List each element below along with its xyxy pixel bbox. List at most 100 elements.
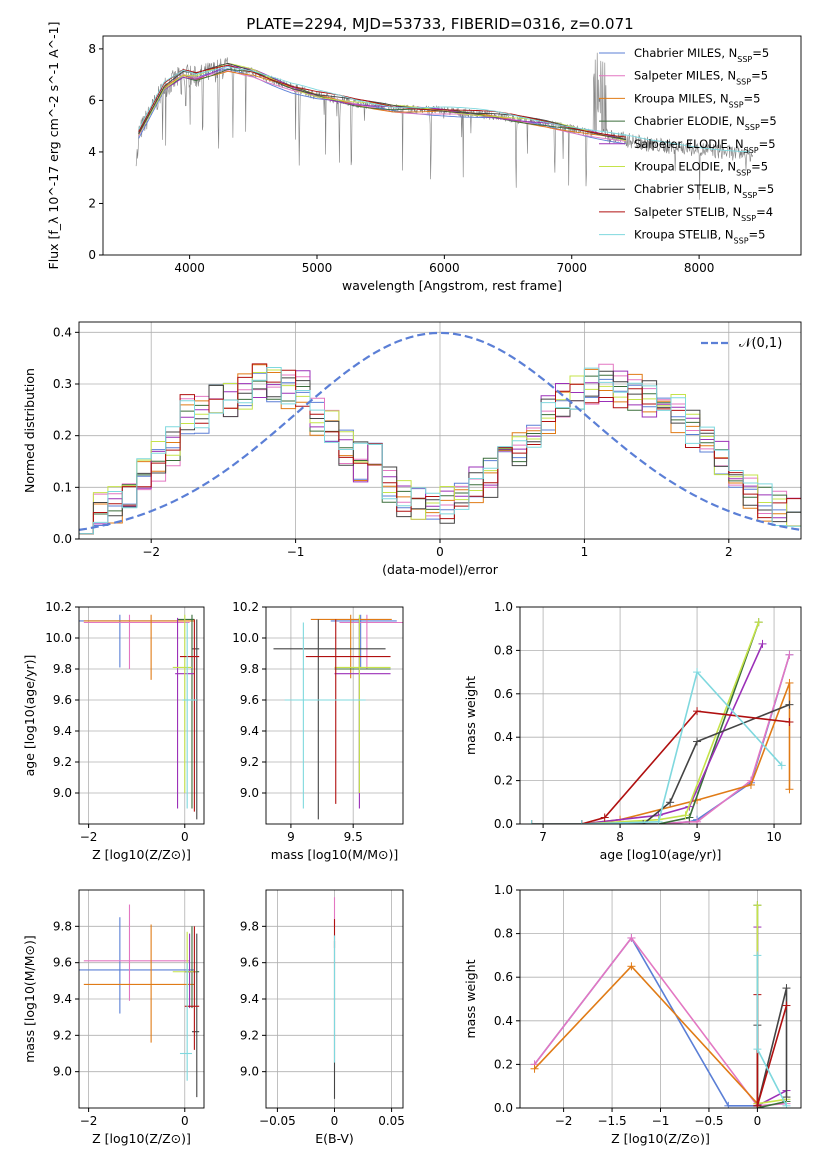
x-tick-label: 2 (725, 545, 733, 559)
errorbar-point-2 (83, 924, 195, 1043)
legend-label: Kroupa STELIB, NSSP=5 (634, 228, 765, 246)
plot-area (79, 614, 200, 820)
x-axis-label: age [log10(age/yr)] (600, 847, 722, 862)
axes-frame (78, 606, 205, 825)
chart-weight_vs_age: 7 8 9 10 0.0 0.2 0.4 0.6 0.8 1.0 age [log10(age/yr… (463, 600, 802, 862)
legend-sub: SSP (741, 213, 756, 222)
y-tick-label: 0.0 (494, 817, 513, 831)
y-tick-label: 9.8 (53, 662, 72, 676)
x-tick-label: −1 (652, 1114, 670, 1128)
legend-value: =5 (749, 228, 766, 242)
x-tick-label: 0.05 (378, 1114, 405, 1128)
x-tick-label: 0 (754, 1114, 762, 1128)
y-tick-label: 9.6 (240, 693, 259, 707)
x-tick-label: 0 (331, 1114, 339, 1128)
x-tick-label: 8 (616, 830, 624, 844)
model-spectrum-8 (138, 66, 751, 153)
y-tick-label: 0.2 (494, 774, 513, 788)
x-tick-label: 7000 (556, 261, 587, 275)
x-tick-label: −2 (142, 545, 160, 559)
legend-value: =4 (756, 205, 773, 219)
y-axis-label: Flux [f_λ 10^-17 erg cm^-2 s^-1 A^-1] (46, 22, 61, 270)
legend-label: Salpeter MILES, NSSP=5 (634, 69, 768, 87)
y-tick-label: 9.8 (240, 919, 259, 933)
y-axis-label: mass weight (463, 959, 478, 1038)
plot-area (527, 618, 794, 824)
y-tick-label: 10.2 (232, 600, 259, 614)
model-spectrum-7 (138, 64, 626, 138)
errorbar-point-8 (182, 622, 197, 809)
chart-age_vs_Z: −2 0 9.0 9.2 9.4 9.6 9.8 10.0 10.2 Z [log10(Z/Z⊙)… (22, 600, 205, 862)
x-tick-label: −2 (80, 830, 98, 844)
hist-step-8 (79, 367, 801, 535)
errorbar-point-6 (191, 933, 200, 1098)
y-tick-label: 9.8 (240, 662, 259, 676)
errorbar-point-2 (83, 614, 195, 680)
gaussian-curve (79, 331, 801, 531)
x-tick-label: 0 (181, 1114, 189, 1128)
x-tick-label: −0.05 (259, 1114, 296, 1128)
legend-label: 𝒩(0,1) (739, 336, 782, 351)
y-tick-label: 1.0 (494, 883, 513, 897)
model-spectrum-2 (138, 70, 626, 140)
errorbar-point-8 (179, 962, 192, 1081)
x-tick-label: 4000 (174, 261, 205, 275)
chart-spectrum: 4000 5000 6000 7000 8000 0 2 4 6 8 wavelength [Ang… (46, 22, 802, 293)
y-tick-label: 0.0 (53, 532, 72, 546)
x-tick-label: −2 (80, 1114, 98, 1128)
y-tick-label: 0.2 (494, 1057, 513, 1071)
legend: Chabrier MILES, NSSP=5 Salpeter MILES, NS… (599, 46, 777, 245)
y-axis-label: mass weight (463, 676, 478, 755)
plot-area (273, 614, 403, 820)
axes-frame (102, 35, 802, 256)
errorbar-point-8 (284, 622, 366, 809)
plot-area (135, 52, 753, 200)
y-tick-label: 10.0 (232, 631, 259, 645)
plot-area (79, 331, 801, 535)
y-axis-label: age [log10(age/yr)] (22, 655, 37, 777)
y-tick-label: 0.2 (53, 429, 72, 443)
legend-label: Chabrier STELIB, NSSP=5 (634, 182, 774, 200)
chart-residual_hist: −2 −1 0 1 2 0.0 0.1 0.2 0.3 0.4 (data-model)/error… (22, 321, 802, 577)
x-tick-label: −1.5 (597, 1114, 626, 1128)
y-tick-label: 1.0 (494, 600, 513, 614)
legend-value: =5 (744, 91, 761, 105)
y-axis-label: mass [log10(M/M⊙)] (22, 935, 37, 1063)
x-tick-label: 0 (436, 545, 444, 559)
errorbar-point-5 (334, 614, 391, 793)
x-axis-label: Z [log10(Z/Z⊙)] (611, 1131, 710, 1146)
y-axis-label: Normed distribution (22, 368, 37, 493)
y-tick-label: 9.0 (53, 1065, 72, 1079)
y-tick-label: 2 (88, 196, 96, 210)
x-tick-label: 9.5 (344, 830, 363, 844)
x-tick-label: 9 (693, 830, 701, 844)
errorbar-point-0 (79, 917, 195, 1014)
x-axis-label: (data-model)/error (382, 562, 499, 577)
model-spectrum-6 (138, 62, 626, 140)
legend-sub: SSP (729, 100, 744, 109)
plot-area (79, 904, 200, 1098)
y-tick-label: 9.2 (53, 755, 72, 769)
chart-mass_vs_ebv: −0.05 0 0.05 9.0 9.2 9.4 9.6 9.8 E(B-V) (240, 889, 405, 1146)
figure-title: PLATE=2294, MJD=53733, FIBERID=0316, z=0… (246, 15, 633, 33)
x-axis-label: Z [log10(Z/Z⊙)] (92, 847, 191, 862)
errorbar-point-5 (172, 614, 192, 793)
x-axis-label: Z [log10(Z/Z⊙)] (92, 1131, 191, 1146)
legend-label: Chabrier ELODIE, NSSP=5 (634, 114, 777, 132)
y-tick-label: 0.6 (494, 687, 513, 701)
x-tick-label: 9 (287, 830, 295, 844)
legend-value: =5 (757, 182, 774, 196)
y-tick-label: 9.0 (53, 786, 72, 800)
y-tick-label: 9.6 (53, 956, 72, 970)
legend-label: Salpeter ELODIE, NSSP=5 (634, 137, 776, 155)
legend-sub: SSP (737, 55, 752, 64)
errorbar-point-3 (177, 614, 195, 809)
y-tick-label: 8 (88, 42, 96, 56)
y-tick-label: 0.8 (494, 643, 513, 657)
y-tick-label: 0.4 (494, 730, 513, 744)
y-tick-label: 9.2 (240, 1028, 259, 1042)
y-tick-label: 0.8 (494, 927, 513, 941)
y-tick-label: 4 (88, 145, 96, 159)
errorbar-point-1 (83, 614, 190, 669)
